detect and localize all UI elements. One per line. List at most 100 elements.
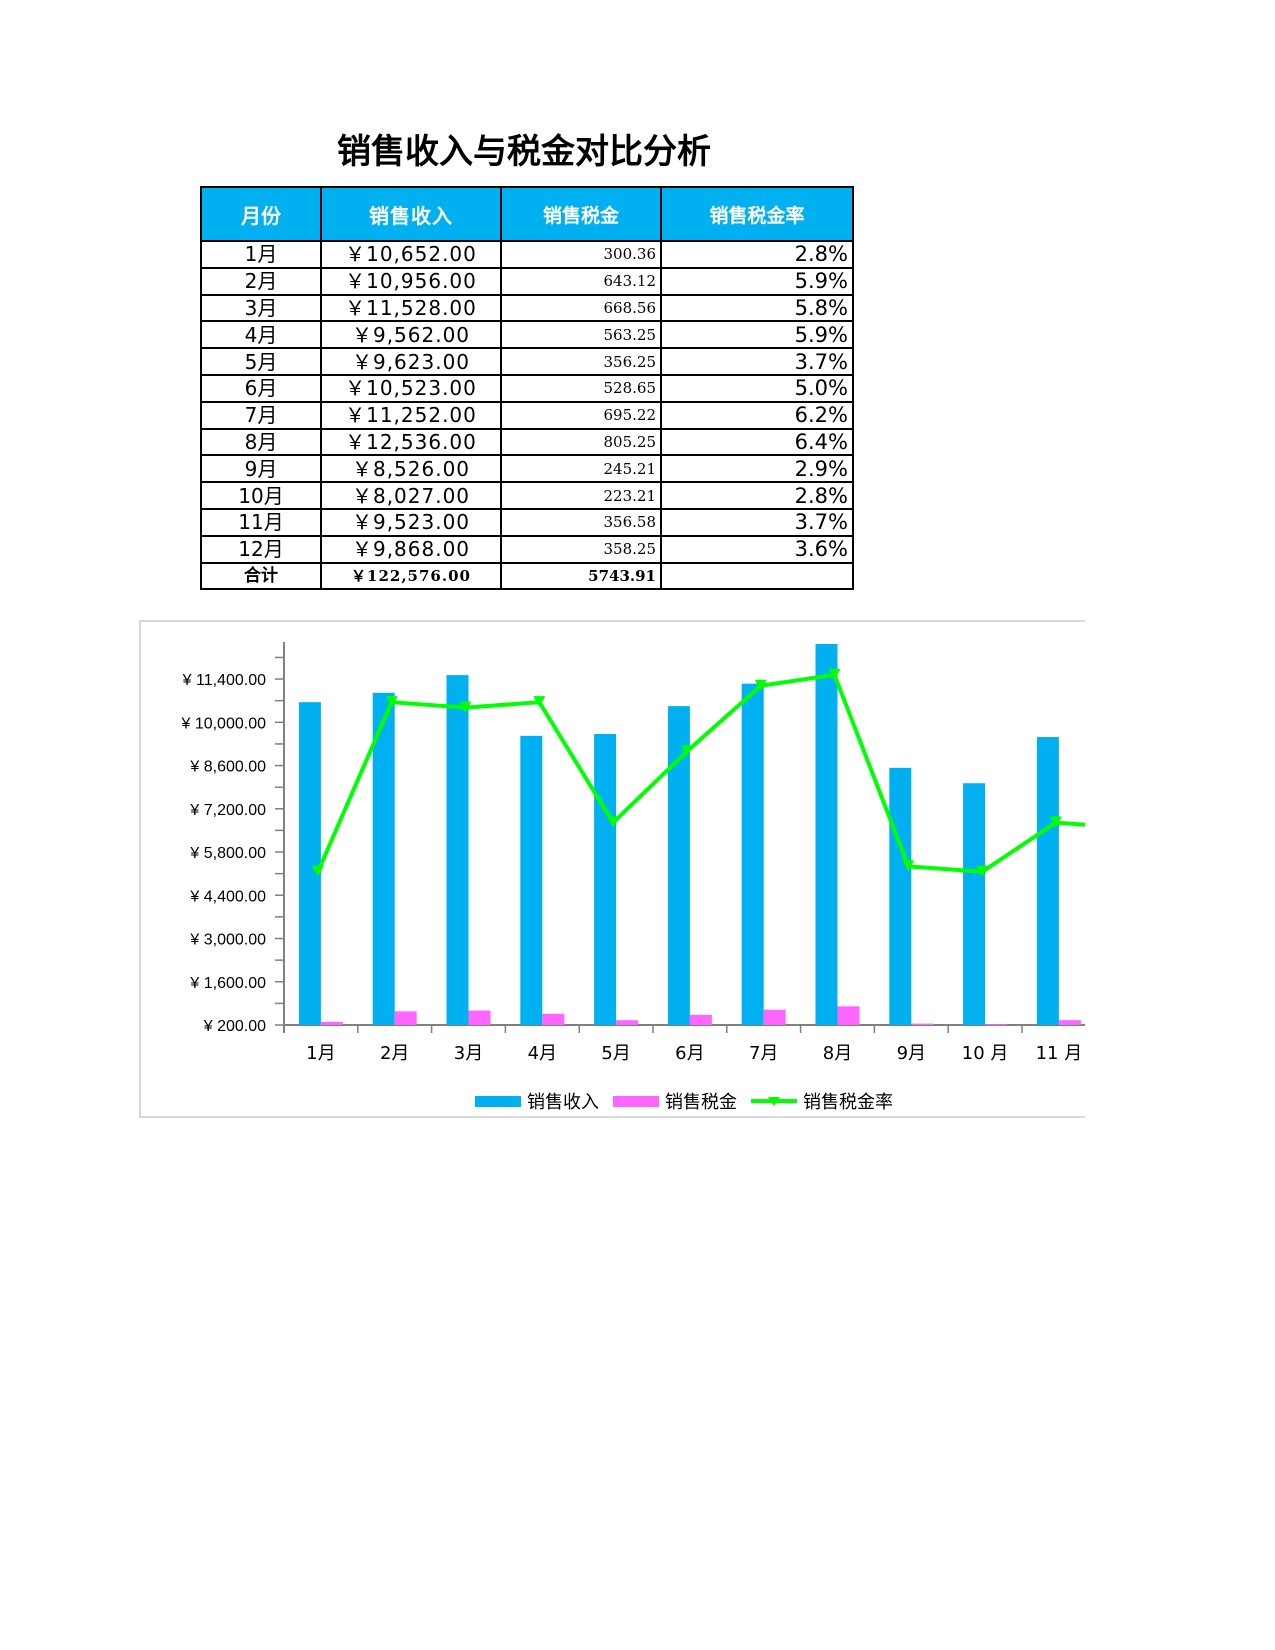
bar-income — [815, 643, 838, 1025]
y-tick-label: ¥ 7,200.00 — [189, 802, 266, 819]
table-row: 9月 ￥8,526.00 245.21 2.9% — [200, 454, 854, 484]
cell-income: ￥8,027.00 — [320, 481, 502, 510]
bar-tax — [320, 1021, 343, 1025]
total-cell-tax-rate — [660, 561, 854, 591]
table-row: 2月 ￥10,956.00 643.12 5.9% — [200, 266, 854, 296]
cell-tax: 695.22 — [500, 400, 662, 430]
cell-tax-rate: 5.9% — [660, 266, 854, 296]
x-tick-label: 5月 — [601, 1043, 630, 1064]
cell-tax-rate: 5.9% — [660, 320, 854, 350]
x-tick-label: 11 月 — [1036, 1043, 1083, 1064]
cell-tax: 528.65 — [500, 373, 662, 403]
bar-income — [298, 702, 321, 1025]
table-row: 10月 ￥8,027.00 223.21 2.8% — [200, 481, 854, 510]
legend-label-rate: 销售税金率 — [803, 1092, 893, 1113]
bar-income — [963, 783, 986, 1025]
bar-tax — [985, 1024, 1008, 1026]
cell-tax-rate: 6.4% — [660, 427, 854, 457]
cell-tax-rate: 2.8% — [660, 240, 854, 269]
bar-income — [1036, 737, 1059, 1025]
marker-tax-rate — [607, 816, 620, 828]
marker-tax-rate — [533, 696, 546, 708]
bar-income — [520, 735, 543, 1025]
page-title: 销售收入与税金对比分析 — [337, 132, 711, 172]
combo-chart: ¥ 200.00 ¥ 1,600.00 ¥ 3,000.00 ¥ 4,400.00 ¥ … — [180, 642, 1085, 1064]
x-tick-label: 9月 — [897, 1043, 926, 1064]
bar-income — [741, 683, 764, 1025]
cell-month: 9月 — [200, 454, 322, 484]
cell-tax: 356.25 — [500, 347, 662, 376]
cell-tax-rate: 3.7% — [660, 347, 854, 376]
header-tax-rate: 销售税金率 — [660, 186, 854, 242]
cell-tax: 356.58 — [500, 507, 662, 537]
bar-income — [594, 733, 617, 1025]
cell-tax-rate: 2.9% — [660, 454, 854, 484]
line-tax-rate — [316, 672, 1085, 874]
cell-tax: 805.25 — [500, 427, 662, 457]
marker-tax-rate — [680, 745, 693, 757]
table-row: 11月 ￥9,523.00 356.58 3.7% — [200, 507, 854, 537]
cell-month: 11月 — [200, 507, 322, 537]
x-tick-label: 6月 — [675, 1043, 704, 1064]
legend-item-income: 销售收入 — [475, 1088, 599, 1114]
cell-month: 4月 — [200, 320, 322, 350]
y-tick-label: ¥ 5,800.00 — [189, 845, 266, 862]
y-tick-label: ¥ 1,600.00 — [189, 975, 266, 992]
cell-tax: 245.21 — [500, 454, 662, 484]
cell-tax: 643.12 — [500, 266, 662, 296]
table-row: 5月 ￥9,623.00 356.25 3.7% — [200, 347, 854, 376]
marker-tax-rate — [311, 865, 324, 877]
legend-swatch-tax — [613, 1095, 659, 1107]
cell-tax: 223.21 — [500, 481, 662, 510]
cell-tax-rate: 5.0% — [660, 373, 854, 403]
x-tick-label: 4月 — [528, 1043, 557, 1064]
bar-tax — [542, 1013, 565, 1025]
cell-tax-rate: 2.8% — [660, 481, 854, 510]
table-row: 8月 ￥12,536.00 805.25 6.4% — [200, 427, 854, 457]
cell-income: ￥8,526.00 — [320, 454, 502, 484]
chart-legend: 销售收入 销售税金 销售税金率 — [475, 1088, 907, 1114]
cell-month: 1月 — [200, 240, 322, 269]
cell-month: 5月 — [200, 347, 322, 376]
legend-label-tax: 销售税金 — [665, 1092, 737, 1113]
cell-income: ￥9,868.00 — [320, 534, 502, 564]
bar-tax — [837, 1006, 860, 1025]
table-row: 12月 ￥9,868.00 358.25 3.6% — [200, 534, 854, 564]
cell-month: 10月 — [200, 481, 322, 510]
y-tick-label: ¥ 11,400.00 — [182, 672, 266, 689]
table-total-row: 合计 ￥122,576.00 5743.91 — [200, 561, 854, 591]
y-tick-label: ¥ 10,000.00 — [180, 715, 266, 732]
marker-tax-rate — [385, 696, 398, 708]
legend-line-rate-icon — [751, 1097, 797, 1106]
legend-label-income: 销售收入 — [527, 1092, 599, 1113]
bar-income — [889, 767, 912, 1025]
cell-tax-rate: 3.7% — [660, 507, 854, 537]
cell-tax-rate: 3.6% — [660, 534, 854, 564]
bar-income — [372, 692, 395, 1025]
x-tick-label: 10 月 — [962, 1043, 1009, 1064]
marker-tax-rate — [828, 668, 841, 680]
marker-tax-rate — [754, 679, 767, 691]
x-tick-label: 2月 — [380, 1043, 409, 1064]
bar-tax — [616, 1020, 639, 1025]
table-row: 3月 ￥11,528.00 668.56 5.8% — [200, 293, 854, 323]
cell-income: ￥9,523.00 — [320, 507, 502, 537]
legend-swatch-income — [475, 1095, 521, 1107]
marker-tax-rate — [976, 865, 989, 877]
cell-tax: 300.36 — [500, 240, 662, 269]
cell-tax: 358.25 — [500, 534, 662, 564]
cell-month: 7月 — [200, 400, 322, 430]
header-income: 销售收入 — [320, 186, 502, 242]
x-tick-label: 3月 — [454, 1043, 483, 1064]
marker-tax-rate — [1049, 816, 1062, 828]
header-tax: 销售税金 — [500, 186, 662, 242]
table-row: 1月 ￥10,652.00 300.36 2.8% — [200, 240, 854, 269]
sales-table: 月份 销售收入 销售税金 销售税金率 1月 ￥10,652.00 300.36 2.8… — [200, 186, 854, 591]
marker-tax-rate — [902, 860, 915, 872]
cell-income: ￥12,536.00 — [320, 427, 502, 457]
total-cell-income: ￥122,576.00 — [320, 561, 502, 591]
y-tick-label: ¥ 8,600.00 — [189, 759, 266, 776]
cell-month: 6月 — [200, 373, 322, 403]
y-tick-label: ¥ 4,400.00 — [189, 888, 266, 905]
header-month: 月份 — [200, 186, 322, 242]
